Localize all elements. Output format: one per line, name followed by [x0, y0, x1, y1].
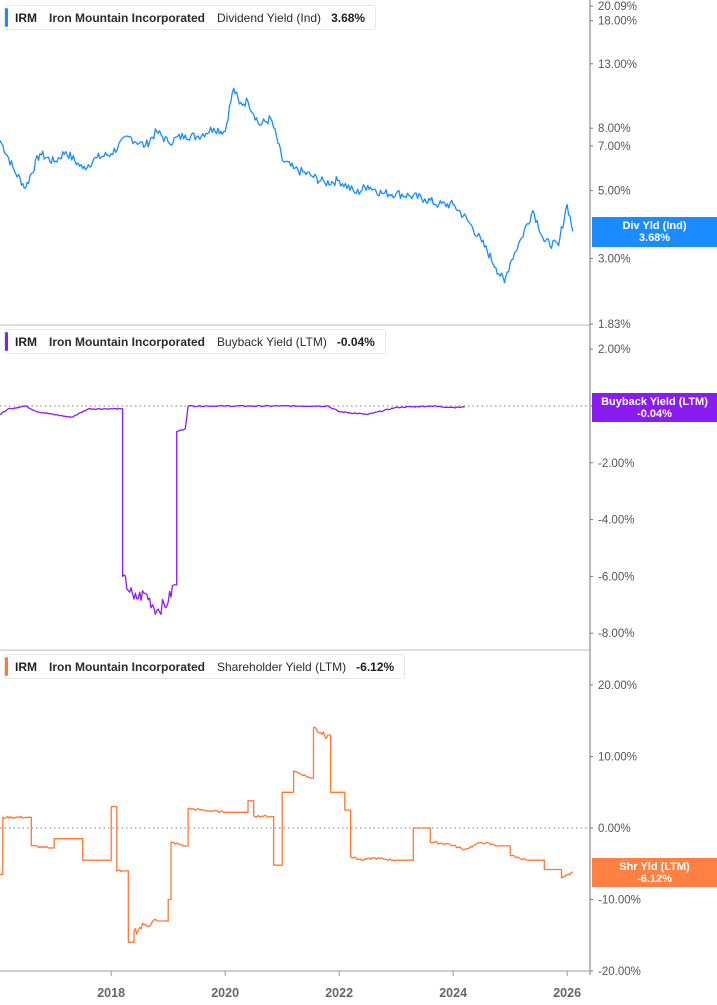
legend-ticker: IRM: [15, 334, 37, 349]
y-tick-label: 18.00%: [598, 16, 637, 28]
legend-value: -6.12%: [356, 659, 395, 674]
series-color-marker: [5, 8, 8, 27]
legend-company: Iron Mountain Incorporated: [49, 659, 205, 674]
y-tick-label: 13.00%: [598, 59, 637, 71]
y-tick-label: 3.00%: [598, 253, 631, 265]
x-tick-label: 2020: [211, 986, 239, 1000]
y-tick-label: -20.00%: [598, 966, 641, 978]
legend-metric: Shareholder Yield (LTM): [217, 659, 347, 674]
series-line[interactable]: [0, 87, 574, 284]
legend-metric: Buyback Yield (LTM): [217, 334, 327, 349]
legend-metric: Dividend Yield (Ind): [217, 10, 322, 25]
y-tick-label: 10.00%: [598, 752, 637, 764]
x-tick-label: 2024: [439, 986, 467, 1000]
legend-value: 3.68%: [331, 10, 366, 25]
legend-ticker: IRM: [15, 10, 37, 25]
y-tick-label: 20.00%: [598, 680, 637, 692]
y-tick-label: -6.00%: [598, 571, 634, 583]
series-line[interactable]: [0, 726, 574, 944]
y-tick-label: 0.00%: [598, 823, 631, 835]
y-tick-label: 20.09%: [598, 1, 637, 13]
y-tick-label: 2.00%: [598, 344, 631, 356]
y-tick-label: -2.00%: [598, 458, 634, 470]
legend-dividend-yield[interactable]: IRM Iron Mountain Incorporated Dividend …: [4, 5, 377, 30]
y-tick-label: 8.00%: [598, 123, 631, 135]
y-tick-label: -8.00%: [598, 628, 634, 640]
legend-company: Iron Mountain Incorporated: [49, 334, 205, 349]
badge-value: 3.68%: [638, 232, 671, 244]
x-tick-label: 2022: [325, 986, 353, 1000]
series-color-marker: [5, 332, 8, 351]
y-tick-label: 5.00%: [598, 186, 631, 198]
y-tick-label: 1.83%: [598, 319, 631, 331]
legend-company: Iron Mountain Incorporated: [49, 10, 205, 25]
series-color-marker: [5, 657, 8, 676]
series-line[interactable]: [0, 404, 465, 615]
x-tick-label: 2026: [553, 986, 581, 1000]
legend-value: -0.04%: [336, 334, 375, 349]
badge-label: Shr Yld (LTM): [619, 860, 690, 873]
current-value-badge-dividend: Div Yld (Ind) 3.68%: [592, 217, 717, 247]
y-tick-label: -10.00%: [598, 895, 641, 907]
legend-buyback-yield[interactable]: IRM Iron Mountain Incorporated Buyback Y…: [4, 329, 386, 354]
legend-ticker: IRM: [15, 659, 37, 674]
badge-label: Div Yld (Ind): [622, 220, 687, 232]
current-value-badge-buyback: Buyback Yield (LTM) -0.04%: [592, 393, 717, 422]
badge-label: Buyback Yield (LTM): [601, 395, 708, 408]
y-tick-label: 7.00%: [598, 141, 631, 153]
badge-value: -6.12%: [637, 872, 672, 885]
legend-shareholder-yield[interactable]: IRM Iron Mountain Incorporated Sharehold…: [4, 654, 406, 679]
x-tick-label: 2018: [97, 986, 125, 1000]
badge-value: -0.04%: [637, 407, 672, 420]
y-tick-label: -4.00%: [598, 515, 634, 527]
current-value-badge-shareholder: Shr Yld (LTM) -6.12%: [592, 858, 717, 887]
